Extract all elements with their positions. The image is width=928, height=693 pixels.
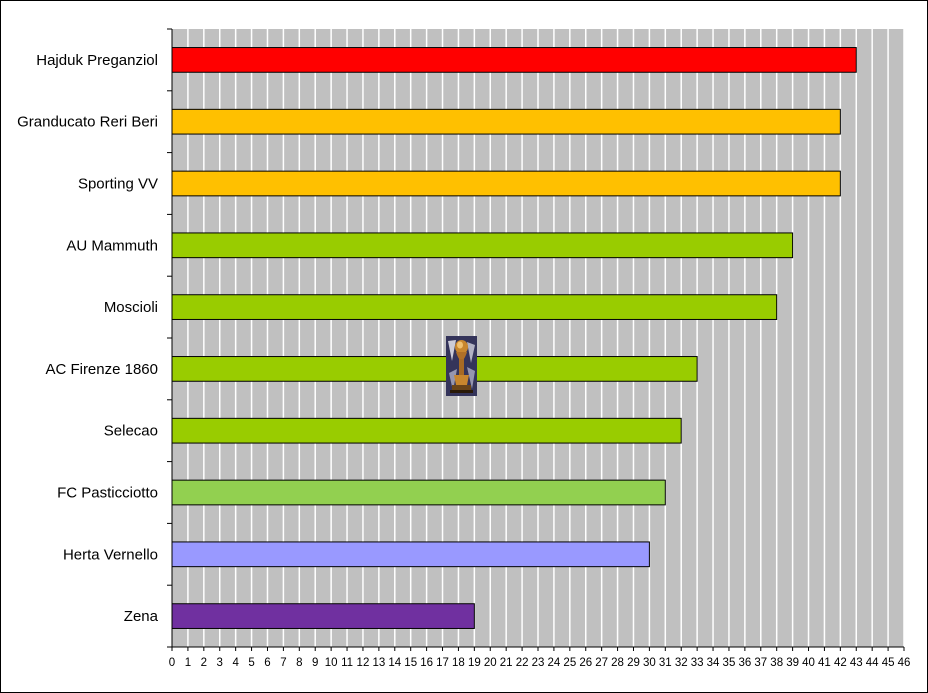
tick-label: 13 <box>372 657 385 669</box>
tick-label: 25 <box>563 657 576 669</box>
tick-label: 23 <box>532 657 545 669</box>
tick-label: 17 <box>436 657 449 669</box>
bar <box>171 356 698 382</box>
bar <box>171 47 857 73</box>
tick-label: 26 <box>579 657 592 669</box>
tick-label: 2 <box>201 657 207 669</box>
tick-label: 41 <box>818 657 831 669</box>
tick-label: 9 <box>312 657 318 669</box>
tick-label: 32 <box>675 657 688 669</box>
tick-label: 36 <box>738 657 751 669</box>
category-label: FC Pasticciotto <box>57 485 158 502</box>
category-label: Herta Vernello <box>63 546 158 563</box>
trophy-icon <box>446 336 477 396</box>
category-label: Moscioli <box>104 299 158 316</box>
bar <box>171 108 841 135</box>
tick-label: 35 <box>723 657 736 669</box>
tick-label: 39 <box>786 657 799 669</box>
category-labels: Hajduk Preganziol Granducato Reri Beri Spo… <box>17 52 159 625</box>
category-label: Hajduk Preganziol <box>36 52 158 69</box>
tick-label: 21 <box>500 657 513 669</box>
tick-label: 24 <box>548 657 561 669</box>
tick-labels: 0 1 2 3 4 5 6 7 8 9 10 11 12 13 14 15 16 17 18 19 20 21 22 23 24… <box>169 657 911 669</box>
category-label: Sporting VV <box>78 176 158 193</box>
tick-label: 27 <box>595 657 608 669</box>
tick-label: 42 <box>834 657 847 669</box>
tick-label: 15 <box>404 657 417 669</box>
tick-label: 12 <box>357 657 370 669</box>
bar <box>171 541 650 568</box>
tick-label: 34 <box>707 657 720 669</box>
tick-label: 7 <box>280 657 286 669</box>
tick-label: 37 <box>754 657 767 669</box>
bar <box>171 232 794 259</box>
bar <box>171 603 475 629</box>
tick-label: 28 <box>611 657 624 669</box>
category-label: Zena <box>124 608 159 625</box>
tick-label: 6 <box>264 657 270 669</box>
tick-label: 0 <box>169 657 175 669</box>
tick-label: 38 <box>770 657 783 669</box>
tick-label: 5 <box>248 657 254 669</box>
tick-label: 22 <box>516 657 529 669</box>
tick-label: 19 <box>468 657 481 669</box>
bars <box>171 47 857 629</box>
tick-label: 10 <box>325 657 338 669</box>
axes <box>167 28 905 651</box>
tick-label: 46 <box>898 657 911 669</box>
bar <box>171 417 682 444</box>
tick-label: 16 <box>420 657 433 669</box>
tick-label: 3 <box>217 657 223 669</box>
tick-label: 1 <box>185 657 191 669</box>
category-label: Selecao <box>104 423 158 440</box>
tick-label: 31 <box>659 657 672 669</box>
tick-label: 43 <box>850 657 863 669</box>
tick-label: 44 <box>866 657 879 669</box>
category-label: Granducato Reri Beri <box>17 114 158 131</box>
tick-label: 11 <box>341 657 353 669</box>
tick-label: 29 <box>627 657 640 669</box>
bar <box>171 479 666 506</box>
tick-label: 40 <box>802 657 815 669</box>
tick-label: 18 <box>452 657 465 669</box>
tick-label: 45 <box>882 657 895 669</box>
tick-label: 30 <box>643 657 656 669</box>
category-label: AC Firenze 1860 <box>45 361 158 378</box>
bar <box>171 170 841 197</box>
tick-label: 8 <box>296 657 302 669</box>
bar <box>171 294 778 320</box>
tick-label: 20 <box>484 657 497 669</box>
tick-label: 14 <box>388 657 401 669</box>
tick-label: 4 <box>232 657 239 669</box>
tick-label: 33 <box>691 657 704 669</box>
category-label: AU Mammuth <box>66 237 158 254</box>
